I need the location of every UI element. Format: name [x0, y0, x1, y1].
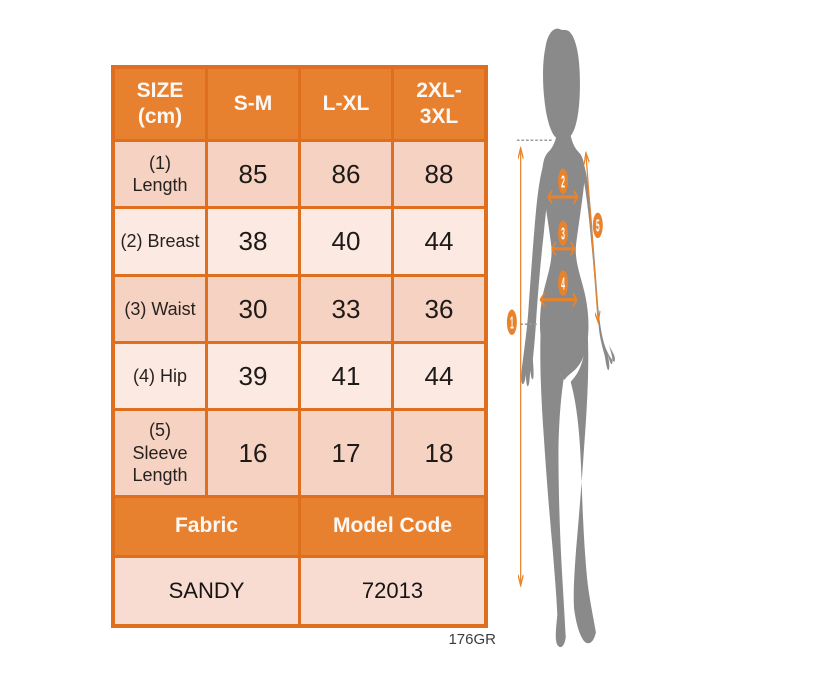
footer-model-code-value: 72013 — [301, 558, 484, 624]
style-code-footnote: 176GR — [448, 631, 496, 648]
value-breast-2xl: 44 — [394, 209, 484, 274]
row-label-sleeve: (5) Sleeve Length — [115, 411, 205, 495]
value-sleeve-2xl: 18 — [394, 411, 484, 495]
row-label-length: (1) Length — [115, 142, 205, 206]
marker-3-circle — [558, 220, 569, 246]
marker-2-label: 2 — [561, 172, 565, 192]
value-length-2xl: 88 — [394, 142, 484, 206]
footer-fabric-value: SANDY — [115, 558, 298, 624]
value-sleeve-lxl: 17 — [301, 411, 391, 495]
value-waist-sm: 30 — [208, 277, 298, 341]
value-breast-lxl: 40 — [301, 209, 391, 274]
value-length-sm: 85 — [208, 142, 298, 206]
value-hip-2xl: 44 — [394, 344, 484, 408]
marker-1-circle — [506, 309, 517, 335]
measurement-figure: 1 2 3 4 5 — [506, 28, 615, 648]
value-hip-lxl: 41 — [301, 344, 391, 408]
footer-fabric-header: Fabric — [115, 498, 298, 555]
marker-5-label: 5 — [596, 216, 600, 236]
sleeve-arrow — [586, 154, 598, 321]
size-chart-table: SIZE (cm) S-M L-XL 2XL- 3XL (1) Length 8… — [111, 65, 488, 628]
marker-1-label: 1 — [510, 313, 514, 333]
header-size-cm: SIZE (cm) — [115, 69, 205, 139]
marker-5-circle — [592, 212, 603, 239]
value-waist-2xl: 36 — [394, 277, 484, 341]
row-label-hip: (4) Hip — [115, 344, 205, 408]
row-label-breast: (2) Breast — [115, 209, 205, 274]
marker-4-label: 4 — [561, 274, 565, 294]
woman-silhouette-graphic — [521, 28, 615, 648]
header-2xl-3xl: 2XL- 3XL — [394, 69, 484, 139]
value-length-lxl: 86 — [301, 142, 391, 206]
header-s-m: S-M — [208, 69, 298, 139]
value-breast-sm: 38 — [208, 209, 298, 274]
value-hip-sm: 39 — [208, 344, 298, 408]
marker-4-circle — [558, 270, 569, 296]
header-l-xl: L-XL — [301, 69, 391, 139]
row-label-waist: (3) Waist — [115, 277, 205, 341]
marker-badges: 1 2 3 4 5 — [506, 168, 603, 335]
value-sleeve-sm: 16 — [208, 411, 298, 495]
marker-3-label: 3 — [561, 224, 565, 244]
value-waist-lxl: 33 — [301, 277, 391, 341]
marker-2-circle — [558, 168, 569, 195]
footer-model-code-header: Model Code — [301, 498, 484, 555]
